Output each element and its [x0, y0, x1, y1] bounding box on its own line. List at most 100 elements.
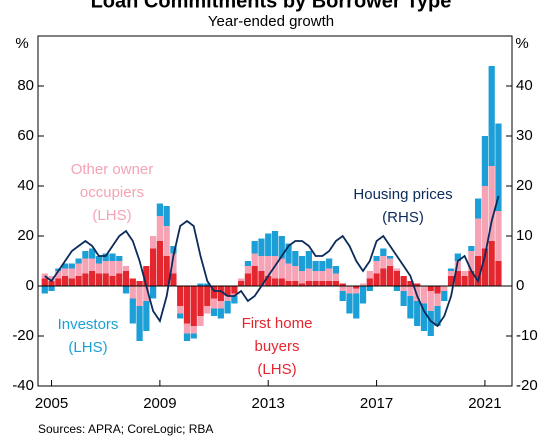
bar: [434, 293, 441, 306]
bar: [359, 283, 367, 286]
bar: [271, 231, 279, 256]
bar: [136, 286, 143, 306]
bar: [143, 286, 150, 301]
bar: [488, 241, 495, 286]
bar: [183, 286, 191, 324]
bar: [95, 256, 103, 264]
bar: [116, 261, 123, 274]
source-note: Sources: APRA; CoreLogic; RBA: [38, 422, 213, 436]
y-tick-label: 60: [17, 127, 34, 144]
bar: [143, 301, 150, 331]
bar: [481, 136, 489, 186]
bar: [82, 273, 89, 286]
x-tick-label: 2005: [35, 395, 68, 412]
bar: [75, 263, 82, 276]
y-tick-label: 20: [17, 227, 34, 244]
bar: [298, 283, 306, 286]
bar: [346, 293, 353, 314]
bar: [122, 271, 130, 286]
bar: [468, 271, 475, 286]
bar: [400, 276, 407, 286]
bar: [495, 261, 502, 286]
bar: [298, 256, 306, 271]
bar: [204, 306, 211, 314]
bar: [475, 198, 482, 219]
y-tick-label: 0: [26, 277, 34, 294]
bar: [312, 271, 319, 281]
bar: [305, 281, 312, 286]
bar: [292, 281, 299, 286]
bar: [373, 261, 380, 274]
bar: [393, 268, 401, 271]
bar: [339, 283, 346, 286]
bar: [136, 306, 143, 341]
bar: [163, 256, 170, 286]
bar: [210, 298, 218, 309]
bar: [102, 273, 109, 286]
bar: [102, 253, 109, 261]
bar: [102, 261, 109, 274]
bar: [461, 271, 468, 276]
series-label: occupiers: [80, 184, 144, 201]
chart-title: Loan Commitments by Borrower Type: [91, 0, 452, 12]
bar: [468, 251, 475, 271]
chart-subtitle: Year-ended growth: [208, 13, 334, 30]
bar: [447, 271, 455, 276]
bar: [149, 248, 157, 286]
bar: [48, 286, 55, 291]
bar: [495, 123, 502, 211]
bar: [61, 268, 69, 276]
bar: [488, 166, 495, 241]
bar: [285, 263, 292, 281]
bar: [414, 301, 421, 326]
bar: [346, 286, 353, 294]
bar: [244, 261, 252, 266]
bar: [271, 278, 279, 286]
bar: [319, 281, 326, 286]
x-tick-label: 2017: [360, 395, 393, 412]
bar: [143, 266, 150, 286]
bar: [278, 236, 285, 259]
bar: [420, 303, 428, 331]
bar: [278, 278, 285, 286]
bar: [434, 286, 441, 294]
y2-tick-label: 20: [516, 177, 533, 194]
y2-tick-label: -20: [516, 377, 538, 394]
bar: [89, 248, 96, 259]
bar: [55, 278, 62, 286]
bar: [163, 226, 170, 256]
y-tick-label: 80: [17, 77, 34, 94]
bar: [292, 251, 299, 266]
bar: [55, 271, 62, 279]
bar: [285, 281, 292, 286]
bar: [326, 268, 333, 281]
y2-tick-label: 40: [516, 77, 533, 94]
bar: [481, 186, 489, 249]
bar: [156, 216, 164, 241]
bar: [481, 248, 489, 286]
bar: [136, 281, 143, 286]
bar: [129, 298, 136, 324]
y2-tick-label: 30: [516, 127, 533, 144]
bar: [292, 266, 299, 281]
bar: [326, 281, 333, 286]
bar: [380, 268, 387, 286]
bar: [129, 278, 136, 286]
bar: [204, 286, 211, 306]
bar: [447, 276, 455, 286]
bar: [75, 276, 82, 286]
bar: [454, 253, 461, 261]
bar: [427, 286, 434, 291]
bar: [414, 283, 421, 286]
bar: [197, 316, 204, 326]
bar: [312, 261, 319, 271]
y-unit: %: [15, 35, 28, 52]
bar: [190, 333, 197, 339]
bar: [278, 258, 285, 279]
bar: [393, 271, 401, 286]
bar: [48, 276, 55, 281]
bar: [353, 293, 360, 319]
series-label: Housing prices: [353, 186, 452, 203]
bar: [156, 203, 164, 216]
